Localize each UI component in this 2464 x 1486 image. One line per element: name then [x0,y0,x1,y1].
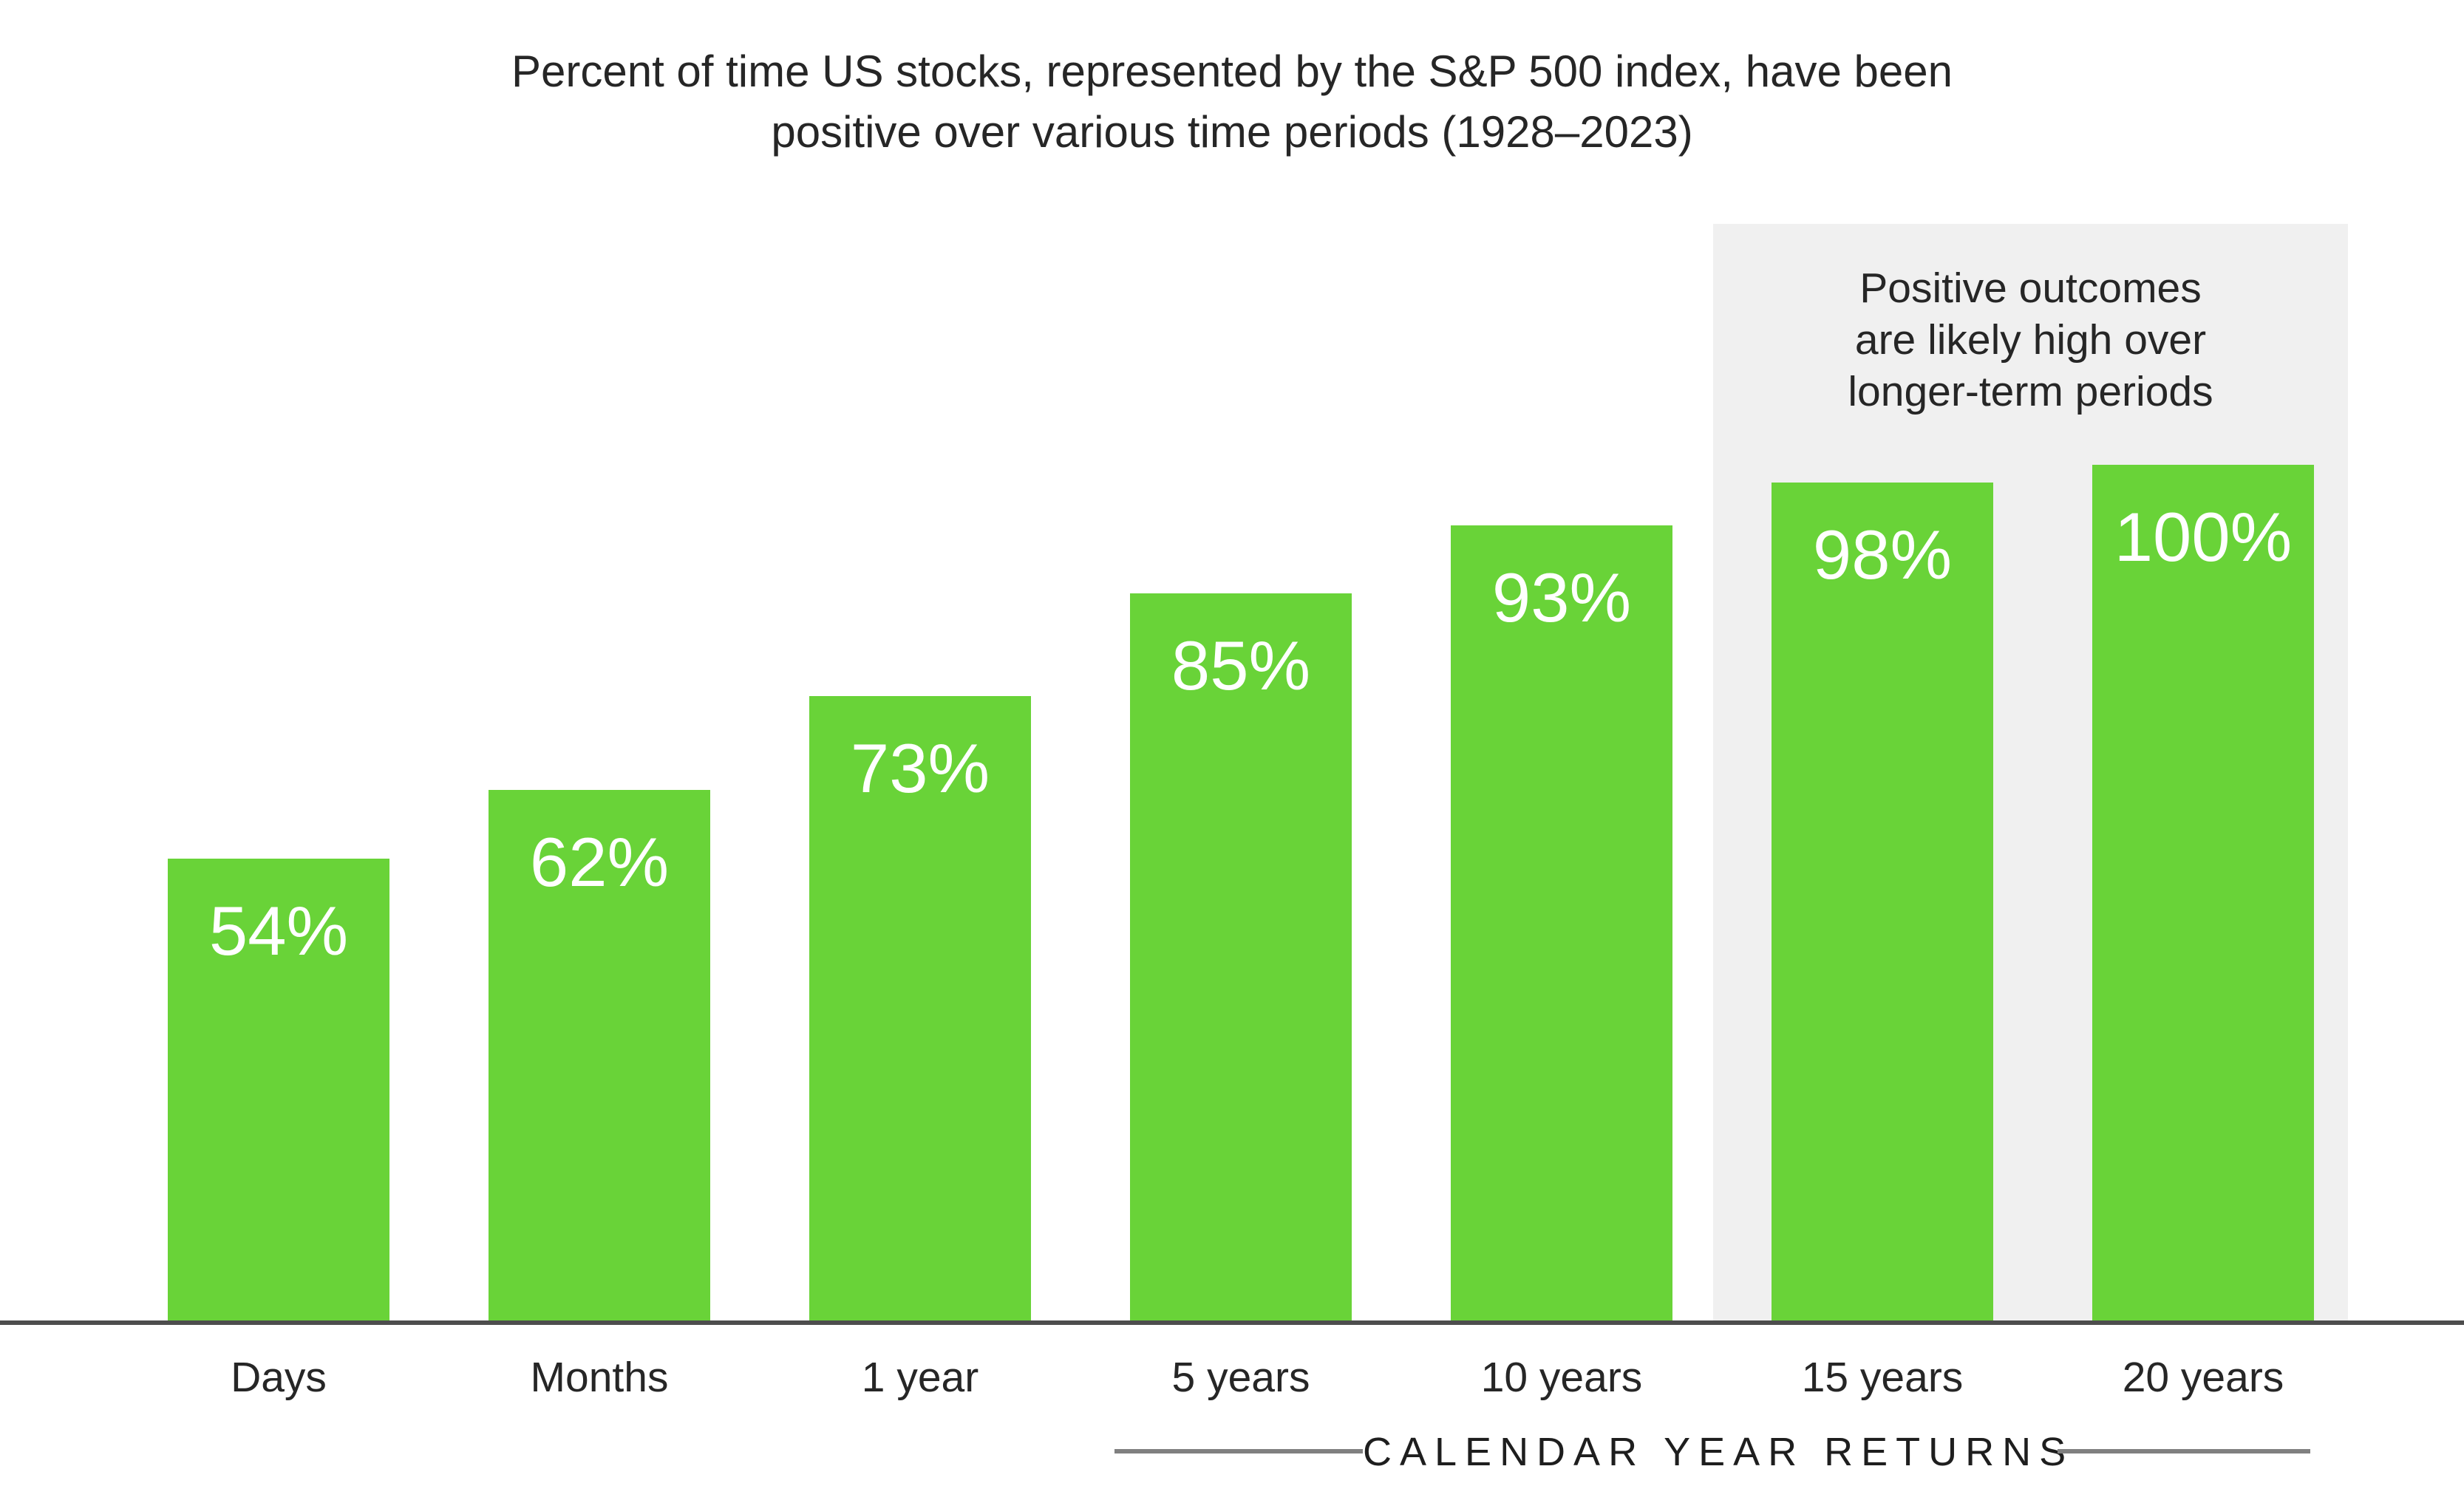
bar-1-year: 73% [809,696,1031,1320]
x-tick-label-months: Months [530,1354,669,1401]
x-tick-label-10-years: 10 years [1480,1354,1643,1401]
bar-days: 54% [168,859,389,1320]
bar-months: 62% [489,790,710,1320]
footer-rule-left [1114,1449,1363,1453]
annotation-line-1: Positive outcomes [1859,265,2202,312]
chart-title-line-2: positive over various time periods (1928… [771,107,1693,157]
x-tick-label-20-years: 20 years [2122,1354,2284,1401]
bar-5-years: 85% [1130,593,1352,1320]
bar-value-label-months: 62% [529,823,670,901]
bar-value-label-days: 54% [208,892,349,969]
x-tick-label-days: Days [231,1354,327,1401]
annotation-text: Positive outcomes are likely high over l… [1713,262,2348,417]
x-axis-title: CALENDAR YEAR RETURNS [1363,1430,2075,1474]
chart-title: Percent of time US stocks, represented b… [0,41,2464,163]
annotation-line-2: are likely high over [1854,316,2207,364]
chart-title-line-1: Percent of time US stocks, represented b… [511,47,1953,96]
bar-value-label-20-years: 100% [2114,498,2293,576]
bar-10-years: 93% [1451,525,1672,1320]
x-axis-line [0,1320,2464,1325]
bar-20-years: 100% [2092,465,2314,1320]
annotation-line-3: longer-term periods [1848,368,2213,415]
bar-value-label-5-years: 85% [1171,627,1311,704]
bar-value-label-15-years: 98% [1812,516,1953,593]
x-tick-label-1-year: 1 year [861,1354,979,1401]
bar-15-years: 98% [1772,483,1993,1320]
bar-value-label-10-years: 93% [1491,559,1632,636]
x-tick-label-5-years: 5 years [1171,1354,1310,1401]
x-tick-label-15-years: 15 years [1801,1354,1964,1401]
bar-value-label-1-year: 73% [850,729,990,807]
footer-rule-right [2058,1449,2310,1453]
